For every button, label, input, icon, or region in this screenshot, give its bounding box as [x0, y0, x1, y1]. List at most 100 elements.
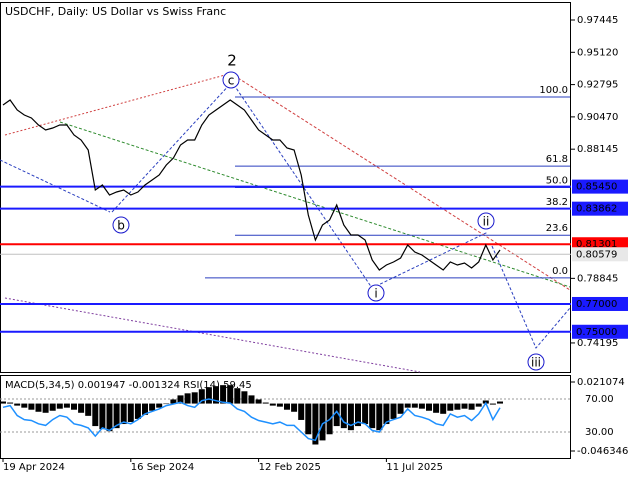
macd-bar — [262, 402, 269, 404]
level-label: 0.75000 — [576, 327, 617, 338]
macd-bar — [113, 403, 120, 429]
macd-bar — [49, 403, 56, 411]
macd-bar — [56, 403, 63, 409]
macd-bar — [35, 403, 42, 412]
level-label: 0.85450 — [576, 182, 617, 193]
indicator-title: MACD(5,34,5) 0.001947 -0.001324 RSI(14) … — [5, 380, 252, 391]
y-tick-label: 0.95120 — [577, 47, 618, 58]
macd-bar — [319, 403, 326, 441]
x-tick-label: 12 Feb 2025 — [259, 462, 321, 473]
macd-bar — [156, 403, 163, 408]
macd-bar — [42, 403, 49, 413]
macd-bar — [85, 403, 92, 416]
macd-bar — [227, 385, 234, 404]
macd-bar — [376, 403, 383, 431]
macd-bar — [63, 403, 70, 408]
macd-bar — [21, 403, 28, 408]
macd-bar — [205, 387, 212, 404]
level-label: 0.77000 — [576, 299, 617, 310]
macd-bar — [127, 403, 134, 422]
macd-bar — [134, 403, 141, 419]
macd-bar — [7, 402, 14, 404]
macd-bar — [14, 403, 21, 406]
chart-title: USDCHF, Daily: US Dollar vs Swiss Franc — [5, 5, 226, 18]
indicator-panel-frame — [0, 375, 571, 459]
trend-line — [237, 77, 571, 291]
macd-bar — [276, 403, 283, 407]
macd-bar — [120, 403, 127, 425]
macd-bar — [475, 403, 482, 407]
macd-bar — [426, 403, 432, 411]
fib-label: 50.0 — [546, 175, 568, 186]
macd-bar — [298, 403, 305, 420]
macd-bar — [213, 386, 219, 404]
wave-circle — [112, 216, 130, 234]
macd-bar — [411, 403, 418, 408]
macd-bar — [255, 399, 262, 404]
fib-label: 61.8 — [546, 154, 568, 165]
macd-bar — [447, 403, 454, 411]
y-tick-label: -0.046346 — [577, 446, 628, 457]
level-box — [572, 247, 628, 262]
y-tick-label: 0.74195 — [577, 338, 618, 349]
level-box — [572, 201, 628, 216]
macd-bar — [284, 403, 290, 410]
macd-bar — [99, 403, 106, 430]
fib-label: 100.0 — [539, 85, 568, 96]
macd-bar — [170, 399, 177, 404]
macd-bar — [191, 392, 198, 404]
y2-tick-label: 70.00 — [585, 394, 614, 405]
macd-bar — [305, 403, 312, 435]
wave-circle — [222, 71, 240, 89]
wave-circle — [477, 212, 495, 230]
projection-line — [491, 245, 571, 349]
macd-bar — [497, 401, 503, 404]
macd-bar — [92, 403, 99, 427]
macd-bar — [163, 403, 170, 405]
macd-bar — [241, 391, 248, 404]
level-box — [572, 296, 628, 311]
macd-bar — [397, 403, 404, 414]
macd-bar — [71, 403, 77, 410]
fib-label: 38.2 — [546, 197, 568, 208]
macd-bar — [333, 403, 340, 427]
wave-circle — [527, 353, 545, 371]
wave-label: i — [374, 287, 377, 301]
macd-bar — [142, 403, 148, 415]
macd-bar — [184, 393, 191, 404]
fib-label: 0.0 — [552, 266, 568, 277]
y-tick-label: 0.78845 — [577, 273, 618, 284]
wave-label: 2 — [227, 52, 237, 70]
macd-bar — [362, 403, 369, 425]
trend-line — [59, 121, 571, 288]
macd-bar — [468, 403, 475, 410]
macd-bar — [440, 403, 447, 414]
level-label: 0.83862 — [576, 204, 617, 215]
macd-bar — [28, 403, 35, 410]
y-tick-label: 0.90470 — [577, 112, 618, 123]
macd-bar — [340, 403, 347, 429]
level-box — [572, 179, 628, 194]
macd-bar — [248, 395, 255, 404]
macd-bar — [418, 403, 425, 409]
rsi-line — [2, 398, 501, 442]
macd-bar — [390, 403, 397, 419]
fib-label: 23.6 — [546, 223, 568, 234]
level-label: 0.80579 — [576, 249, 617, 260]
level-label: 0.81301 — [576, 239, 617, 250]
x-tick-label: 11 Jul 2025 — [386, 462, 443, 473]
y-tick-label: 0.88145 — [577, 144, 618, 155]
macd-bar — [0, 401, 6, 404]
y2-tick-label: 30.00 — [585, 427, 614, 438]
wave-label: iii — [531, 356, 541, 370]
macd-bar — [149, 403, 156, 411]
wave-label: c — [228, 74, 235, 88]
macd-bar — [106, 403, 113, 432]
macd-bar — [78, 403, 85, 413]
macd-bar — [355, 403, 361, 427]
macd-bar — [461, 403, 468, 409]
macd-bar — [454, 403, 461, 410]
wave-circle — [367, 284, 385, 302]
macd-bar — [312, 403, 319, 445]
macd-bar — [383, 403, 390, 425]
